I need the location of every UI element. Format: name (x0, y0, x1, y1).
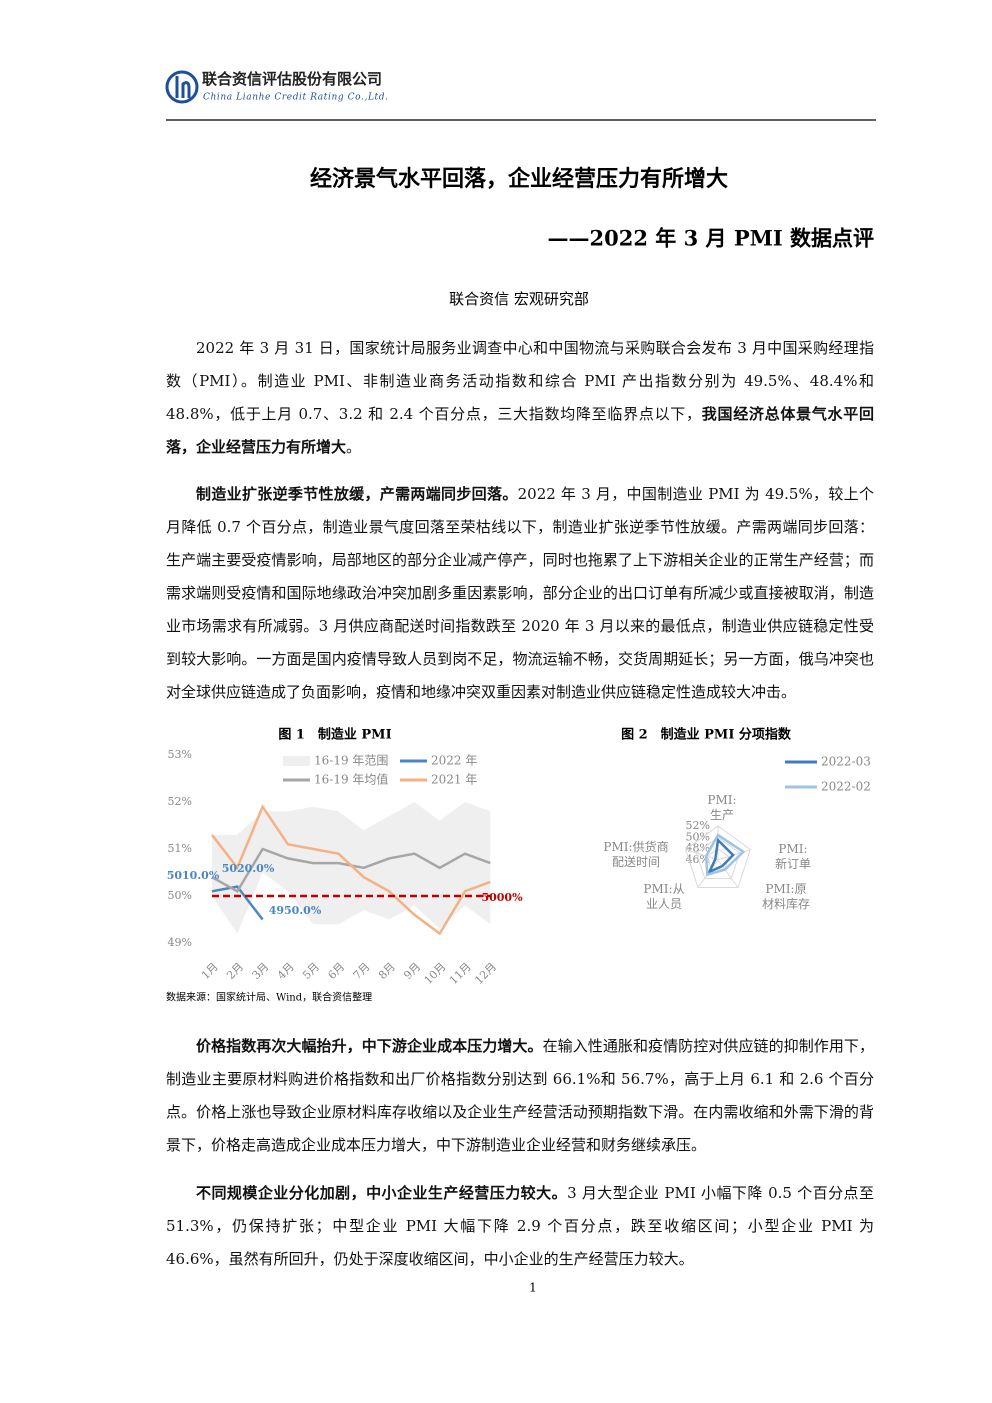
axis-label: PMI:原材料库存 (762, 882, 810, 911)
x-tick-label: 12月 (472, 960, 499, 987)
title: 经济景气水平回落，企业经营压力有所增大 (310, 166, 728, 192)
y-tick-label: 49% (168, 936, 192, 949)
x-tick-label: 2月 (224, 960, 246, 982)
text: 2022 年 3 月，中国制造业 PMI 为 49.5%，较上个月降低 0.7 … (166, 485, 874, 701)
axis-label: PMI:从业人员 (643, 882, 684, 911)
axis-label: PMI:供货商配送时间 (603, 839, 668, 869)
series-line (211, 885, 264, 921)
y-tick-label: 53% (168, 748, 192, 761)
r-tick-label: 52% (686, 819, 710, 832)
subtitle: ——2022 年 3 月 PMI 数据点评 (548, 226, 874, 251)
r-tick-label: 50% (686, 830, 710, 843)
text: 3 月大型企业 PMI 小幅下降 0.5 个百分点至 51.3%，仍保持扩张；中… (166, 1184, 874, 1268)
bold-text: 价格指数再次大幅抬升，中下游企业成本压力增大。 (196, 1037, 543, 1055)
y-tick-label: 52% (168, 795, 192, 808)
paragraph: 不同规模企业分化加剧，中小企业生产经营压力较大。3 月大型企业 PMI 小幅下降… (166, 1177, 874, 1276)
x-tick-label: 10月 (422, 960, 449, 987)
text: 2022 年 3 月 31 日，国家统计局服务业调查中心和中国物流与采购联合会发… (166, 339, 874, 423)
bold-text: 不同规模企业分化加剧，中小企业生产经营压力较大。 (196, 1184, 568, 1202)
x-tick-label: 9月 (401, 960, 423, 982)
bold-text: 制造业扩张逆季节性放缓，产需两端同步回落。 (196, 485, 518, 503)
author: 联合资信 宏观研究部 (449, 290, 589, 308)
radar-line (706, 837, 735, 875)
legend-label: 2022-02 (821, 780, 871, 794)
r-tick-label: 46% (686, 853, 710, 866)
company-en: China Lianhe Credit Rating Co.,Ltd. (203, 93, 389, 103)
logo (165, 70, 199, 104)
radar-axis (717, 859, 739, 888)
axis-label: PMI:新订单 (775, 842, 811, 871)
data-label: 4950.0% (269, 904, 322, 917)
legend-swatch (283, 756, 310, 766)
x-tick-label: 7月 (351, 960, 373, 982)
paragraph: 价格指数再次大幅抬升，中下游企业成本压力增大。在输入性通胀和疫情防控对供应链的抑… (166, 1030, 874, 1162)
legend-label: 16-19 年范围 (314, 754, 388, 768)
x-tick-label: 11月 (447, 960, 474, 987)
x-tick-label: 6月 (325, 960, 347, 982)
source: 数据来源：国家统计局、Wind，联合资信整理 (166, 991, 372, 1004)
grid-ring (695, 836, 741, 879)
data-label: 5020.0% (222, 862, 275, 875)
legend-label: 2022-03 (821, 755, 871, 769)
grid-ring (685, 825, 751, 889)
chart-title: 图 1 制造业 PMI (278, 727, 391, 743)
series-line (211, 804, 491, 936)
text: 在输入性通胀和疫情防控对供应链的抑制作用下，制造业主要原材料购进价格指数和出厂价… (166, 1037, 874, 1154)
chart-title: 图 2 制造业 PMI 分项指数 (621, 727, 792, 743)
radar-line (704, 833, 746, 877)
x-tick-label: 5月 (300, 960, 322, 982)
paragraph: 制造业扩张逆季节性放缓，产需两端同步回落。2022 年 3 月，中国制造业 PM… (166, 478, 874, 709)
r-tick-label: 48% (686, 842, 710, 855)
x-tick-label: 3月 (250, 960, 272, 982)
paragraph: 2022 年 3 月 31 日，国家统计局服务业调查中心和中国物流与采购联合会发… (166, 332, 874, 464)
y-tick-label: 51% (168, 842, 192, 855)
y-tick-label: 50% (168, 889, 192, 902)
x-tick-label: 4月 (275, 960, 297, 982)
page-number: 1 (529, 1281, 537, 1295)
x-tick-label: 1月 (199, 960, 221, 982)
radar-axis (685, 849, 719, 861)
data-label: 5010.0% (167, 869, 220, 882)
legend-label: 16-19 年均值 (314, 772, 388, 787)
legend-label: 2022 年 (431, 754, 477, 768)
bold-text: 我国经济总体景气水平回落，企业经营压力有所增大 (166, 405, 874, 456)
company-cn: 联合资信评估股份有限公司 (202, 70, 382, 88)
reference-label: 5000% (481, 891, 523, 904)
axis-label: PMI:生产 (707, 793, 736, 822)
text: 。 (346, 438, 362, 456)
x-tick-label: 8月 (376, 960, 398, 982)
legend-label: 2021 年 (431, 773, 477, 787)
